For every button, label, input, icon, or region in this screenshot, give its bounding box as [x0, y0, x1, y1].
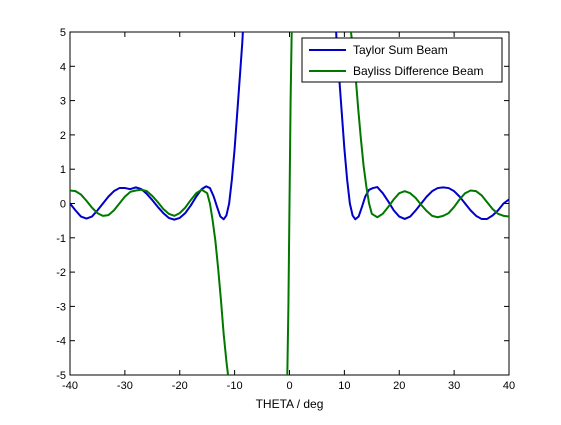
y-tick-label: -5 — [56, 370, 66, 382]
x-tick-label: 20 — [393, 380, 405, 392]
y-tick-label: 0 — [60, 199, 66, 211]
series-layer — [70, 32, 509, 375]
y-tick-label: 1 — [60, 164, 66, 176]
series-line-bayliss-difference-beam — [70, 32, 509, 375]
x-tick-label: -20 — [172, 380, 188, 392]
legend: Taylor Sum Beam Bayliss Difference Beam — [301, 37, 503, 83]
legend-label-bayliss-difference-beam: Bayliss Difference Beam — [353, 64, 484, 78]
y-tick-label: 3 — [60, 96, 66, 108]
x-tick-label: 30 — [448, 380, 460, 392]
y-tick-label: -1 — [56, 233, 66, 245]
x-axis-label: THETA / deg — [256, 397, 324, 411]
x-tick-label: 0 — [286, 380, 292, 392]
y-tick-label: -2 — [56, 267, 66, 279]
y-tick-label: 4 — [60, 61, 66, 73]
legend-label-taylor-sum-beam: Taylor Sum Beam — [353, 43, 448, 57]
legend-box — [301, 37, 503, 83]
x-tick-label: -30 — [117, 380, 133, 392]
x-tick-label: 10 — [338, 380, 350, 392]
y-tick-label: 5 — [60, 27, 66, 39]
y-tick-label: 2 — [60, 130, 66, 142]
x-tick-label: 40 — [503, 380, 515, 392]
x-tick-label: -10 — [227, 380, 243, 392]
series-line-taylor-sum-beam — [70, 32, 509, 221]
y-tick-label: -3 — [56, 301, 66, 313]
x-tick-label: -40 — [62, 380, 78, 392]
y-tick-label: -4 — [56, 336, 66, 348]
